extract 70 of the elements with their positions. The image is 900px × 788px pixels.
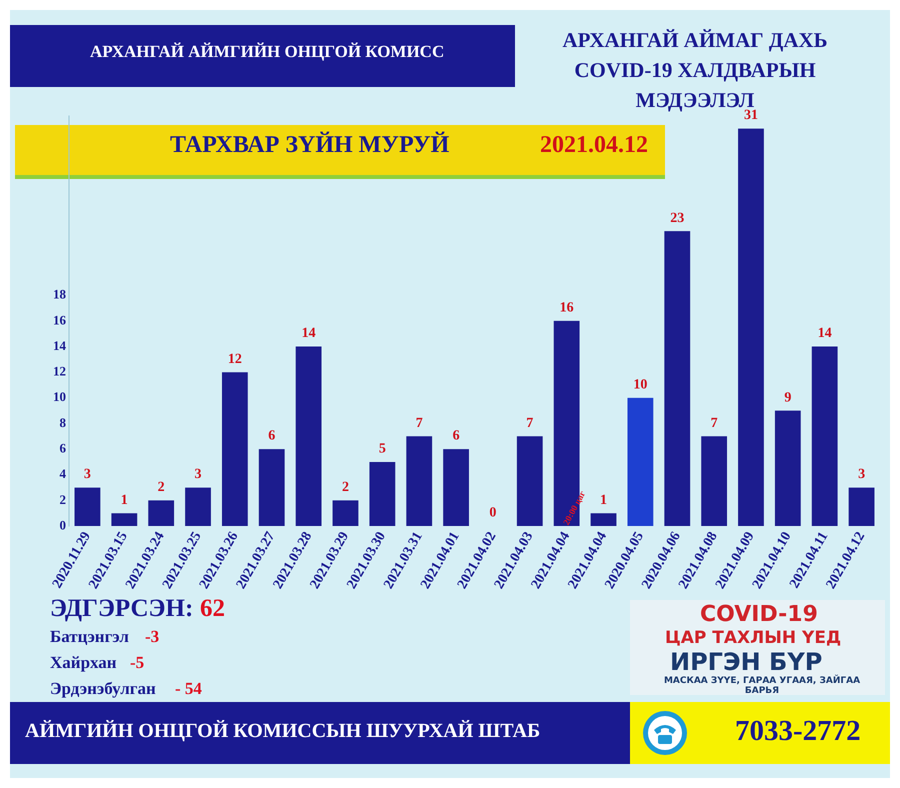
data-label: 3 [858, 467, 866, 482]
data-label: 14 [302, 326, 316, 342]
y-tick-label: 4 [60, 466, 66, 482]
data-label: 31 [744, 108, 758, 124]
bar [296, 346, 322, 526]
bar [222, 372, 248, 526]
text: 62 [200, 595, 225, 623]
text: Эрдэнэбулган [50, 679, 156, 699]
data-label: 14 [818, 326, 832, 342]
data-label: 6 [268, 428, 276, 444]
data-label: 7 [710, 416, 718, 431]
bar [664, 231, 690, 526]
data-label: 0 [489, 506, 496, 521]
text: ЦАР ТАХЛЫН ҮЕД [665, 628, 842, 648]
bar [738, 128, 764, 526]
y-tick-label: 12 [53, 364, 66, 379]
data-label: 2 [158, 480, 165, 496]
data-label: 3 [194, 467, 202, 482]
bar [332, 500, 358, 526]
bar [443, 449, 469, 526]
y-tick-label: 0 [60, 517, 66, 532]
text: Батцэнгэл [50, 627, 129, 647]
text: Хайрхан [50, 653, 117, 673]
text: ЭДГЭРСЭН: [50, 595, 194, 623]
bar [111, 513, 138, 526]
text: - 54 [175, 679, 202, 699]
data-label: 3 [84, 467, 91, 482]
data-label: 10 [633, 377, 648, 392]
data-label: 6 [452, 428, 460, 444]
bar [74, 488, 100, 526]
text: -3 [145, 627, 160, 647]
bar [774, 410, 801, 526]
bar [590, 513, 616, 526]
data-label: 2 [342, 480, 349, 496]
text: -5 [130, 653, 144, 673]
text: ИРГЭН БҮР [670, 648, 822, 676]
y-tick-label: 16 [53, 312, 66, 328]
bar [701, 436, 728, 526]
bar [185, 488, 211, 526]
text: 7033-2772 [735, 715, 861, 748]
data-label: 1 [120, 492, 128, 508]
data-label: 9 [784, 390, 792, 406]
text: МАСКАА ЗҮҮЕ, ГАРАА УГААЯ, ЗАЙГАА БАРЬЯ [662, 676, 862, 696]
annotation: 2021.04.12 [540, 132, 648, 159]
data-label: 5 [378, 442, 386, 457]
y-tick-label: 18 [53, 286, 66, 302]
data-label: 16 [560, 300, 574, 316]
y-tick-label: 14 [53, 338, 66, 353]
annotation: 20:00 цаг [561, 489, 588, 527]
bar [516, 436, 543, 526]
data-label: 7 [416, 416, 423, 431]
bar [812, 346, 838, 526]
data-label: 7 [526, 416, 534, 431]
text: ТАРХВАР ЗҮЙН МУРУЙ [170, 132, 450, 159]
bar [406, 436, 432, 526]
data-label: 23 [670, 210, 684, 226]
bar [369, 462, 396, 526]
data-label: 12 [228, 352, 242, 367]
y-tick-label: 2 [60, 492, 66, 507]
y-tick-label: 6 [60, 440, 66, 456]
data-label: 1 [600, 492, 608, 508]
text: COVID-19 [700, 602, 818, 627]
y-tick-label: 8 [60, 414, 66, 430]
bar [627, 398, 654, 526]
text: АРХАНГАЙ АЙМГИЙН ОНЦГОЙ КОМИСС [90, 42, 444, 62]
bar [148, 500, 174, 526]
y-tick-label: 10 [53, 389, 66, 404]
bar [258, 449, 285, 526]
text: АЙМГИЙН ОНЦГОЙ КОМИССЫН ШУУРХАЙ ШТАБ [25, 720, 540, 743]
bar [848, 488, 874, 526]
